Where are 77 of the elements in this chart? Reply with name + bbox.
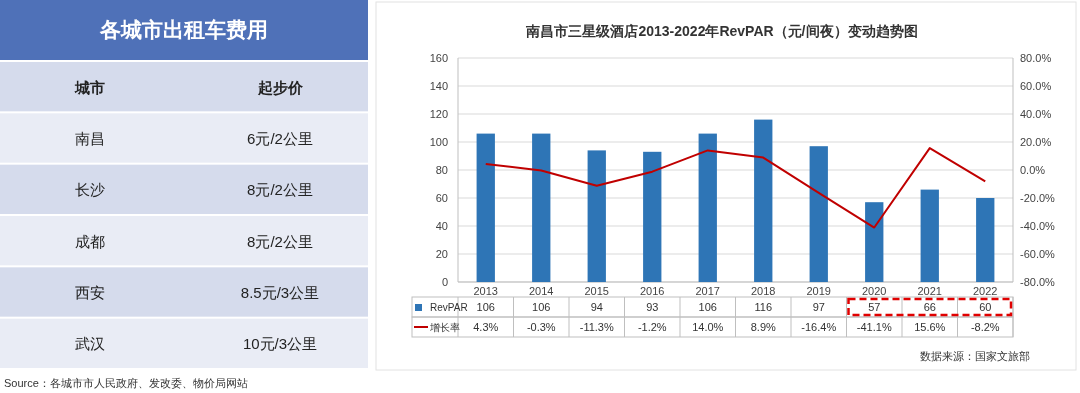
- y-tick-label: 100: [429, 136, 448, 148]
- y-tick-label: 160: [429, 52, 448, 64]
- text: 8元/2公里: [247, 232, 313, 250]
- text: 成都: [75, 232, 105, 250]
- y-tick-label: 80: [435, 164, 448, 176]
- bar: [532, 133, 551, 282]
- data-label: 116: [754, 301, 773, 313]
- data-label: 8.9%: [750, 321, 776, 333]
- y2-tick-label: 60.0%: [1020, 80, 1052, 92]
- y2-tick-label: 40.0%: [1020, 108, 1052, 120]
- y2-tick-label: -40.0%: [1020, 220, 1056, 232]
- text: 城市: [74, 78, 105, 96]
- data-label: -0.3%: [526, 321, 556, 333]
- legend-label: 增长率: [429, 322, 460, 333]
- data-label: -1.2%: [637, 321, 667, 333]
- y2-tick-label: 20.0%: [1020, 136, 1052, 148]
- x-tick-label: 2021: [917, 285, 942, 297]
- bar: [643, 151, 662, 282]
- text: 6元/2公里: [247, 130, 313, 147]
- y-tick-label: 20: [435, 248, 448, 260]
- data-label: 94: [590, 301, 603, 313]
- bar: [809, 146, 828, 282]
- text: 10元/3公里: [242, 335, 318, 353]
- data-label: 106: [532, 301, 551, 313]
- text: 西安: [75, 284, 105, 301]
- source-note: Source：各城市市人民政府、发改委、物价局网站: [4, 377, 248, 389]
- bar: [698, 133, 717, 282]
- text: 长沙: [75, 181, 105, 199]
- x-tick-label: 2022: [973, 285, 998, 297]
- source-note: 数据来源：国家文旅部: [920, 350, 1030, 362]
- text: 南昌: [75, 130, 105, 147]
- data-label: 60: [979, 301, 992, 313]
- x-tick-label: 2016: [640, 285, 665, 297]
- y2-tick-label: -20.0%: [1020, 192, 1056, 204]
- text: 8.5元/3公里: [240, 284, 320, 301]
- chart-title: 南昌市三星级酒店2013-2022年RevPAR（元/间夜）变动趋势图: [525, 23, 918, 39]
- data-label: 66: [923, 301, 936, 313]
- x-tick-label: 2015: [584, 285, 609, 297]
- bar: [754, 119, 773, 282]
- bar: [476, 133, 495, 282]
- bar: [920, 189, 939, 282]
- x-tick-label: 2020: [862, 285, 887, 297]
- y-tick-label: 60: [435, 192, 448, 204]
- x-tick-label: 2014: [529, 285, 554, 297]
- data-label: 97: [812, 301, 825, 313]
- x-tick-label: 2019: [806, 285, 831, 297]
- y-tick-label: 140: [429, 80, 448, 92]
- data-label: -41.1%: [856, 321, 892, 333]
- x-tick-label: 2018: [751, 285, 776, 297]
- y2-tick-label: 80.0%: [1020, 52, 1052, 64]
- y-tick-label: 40: [435, 220, 448, 232]
- text: 起步价: [256, 78, 304, 96]
- data-label: -8.2%: [970, 321, 1000, 333]
- bar: [976, 198, 995, 282]
- x-tick-label: 2013: [473, 285, 498, 297]
- y-tick-label: 120: [429, 108, 448, 120]
- data-label: 93: [646, 301, 659, 313]
- x-tick-label: 2017: [695, 285, 720, 297]
- data-label: 15.6%: [914, 321, 946, 333]
- y-tick-label: 0: [441, 276, 448, 288]
- data-label: 57: [868, 301, 881, 313]
- data-label: -16.4%: [801, 321, 837, 333]
- y2-tick-label: -60.0%: [1020, 248, 1056, 260]
- y2-tick-label: -80.0%: [1020, 276, 1056, 288]
- y2-tick-label: 0.0%: [1020, 164, 1046, 176]
- bar: [587, 150, 606, 282]
- text: 武汉: [75, 335, 105, 353]
- data-label: -11.3%: [579, 321, 614, 333]
- legend-label: RevPAR: [430, 302, 468, 313]
- data-label: 4.3%: [473, 321, 499, 333]
- bar: [865, 202, 884, 282]
- data-label: 106: [476, 301, 495, 313]
- text: 8元/2公里: [247, 181, 313, 199]
- text: 各城市出租车费用: [99, 18, 268, 41]
- line-series: [484, 147, 987, 229]
- data-label: 106: [698, 301, 717, 313]
- data-label: 14.0%: [692, 321, 724, 333]
